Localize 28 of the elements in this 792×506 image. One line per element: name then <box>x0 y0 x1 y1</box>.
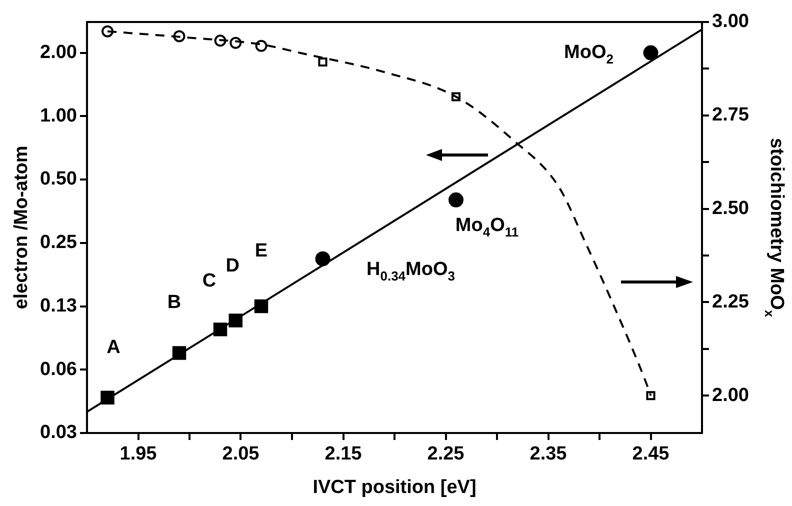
x-tick-label: 2.35 <box>530 444 568 465</box>
y-tick-label: 0.13 <box>40 295 77 316</box>
y-axis-title: electron /Mo-atom <box>11 146 32 310</box>
y-tick-label: 0.25 <box>40 232 78 254</box>
point <box>643 45 658 60</box>
x-axis-title: IVCT position [eV] <box>312 477 476 498</box>
y2-tick-label: 3.00 <box>712 11 749 32</box>
x-tick-label: 2.15 <box>324 444 362 465</box>
annotation: E <box>254 240 268 262</box>
x-tick-label: 2.05 <box>222 444 260 465</box>
point <box>448 192 464 208</box>
annotation: D <box>226 256 240 277</box>
annotation: A <box>106 336 121 358</box>
y2-tick-label: 2.00 <box>712 384 749 406</box>
x-tick-label: 2.25 <box>427 444 465 465</box>
y-tick-label: 2.00 <box>40 42 77 63</box>
y2-tick-label: 2.50 <box>712 198 749 220</box>
y2-axis-title: stoichiometry MoOx <box>762 138 787 318</box>
annotation: C <box>202 270 216 292</box>
y-tick-label: 0.03 <box>40 422 77 444</box>
y-tick-label: 0.50 <box>40 168 77 190</box>
y-tick-label: 0.06 <box>40 358 77 380</box>
x-tick-label: 1.95 <box>120 444 158 465</box>
y-tick-label: 1.00 <box>40 105 77 126</box>
y2-tick-label: 2.75 <box>712 104 750 126</box>
y2-tick-label: 2.25 <box>712 291 750 312</box>
annotation: B <box>167 292 182 314</box>
x-tick-label: 2.45 <box>632 444 670 465</box>
